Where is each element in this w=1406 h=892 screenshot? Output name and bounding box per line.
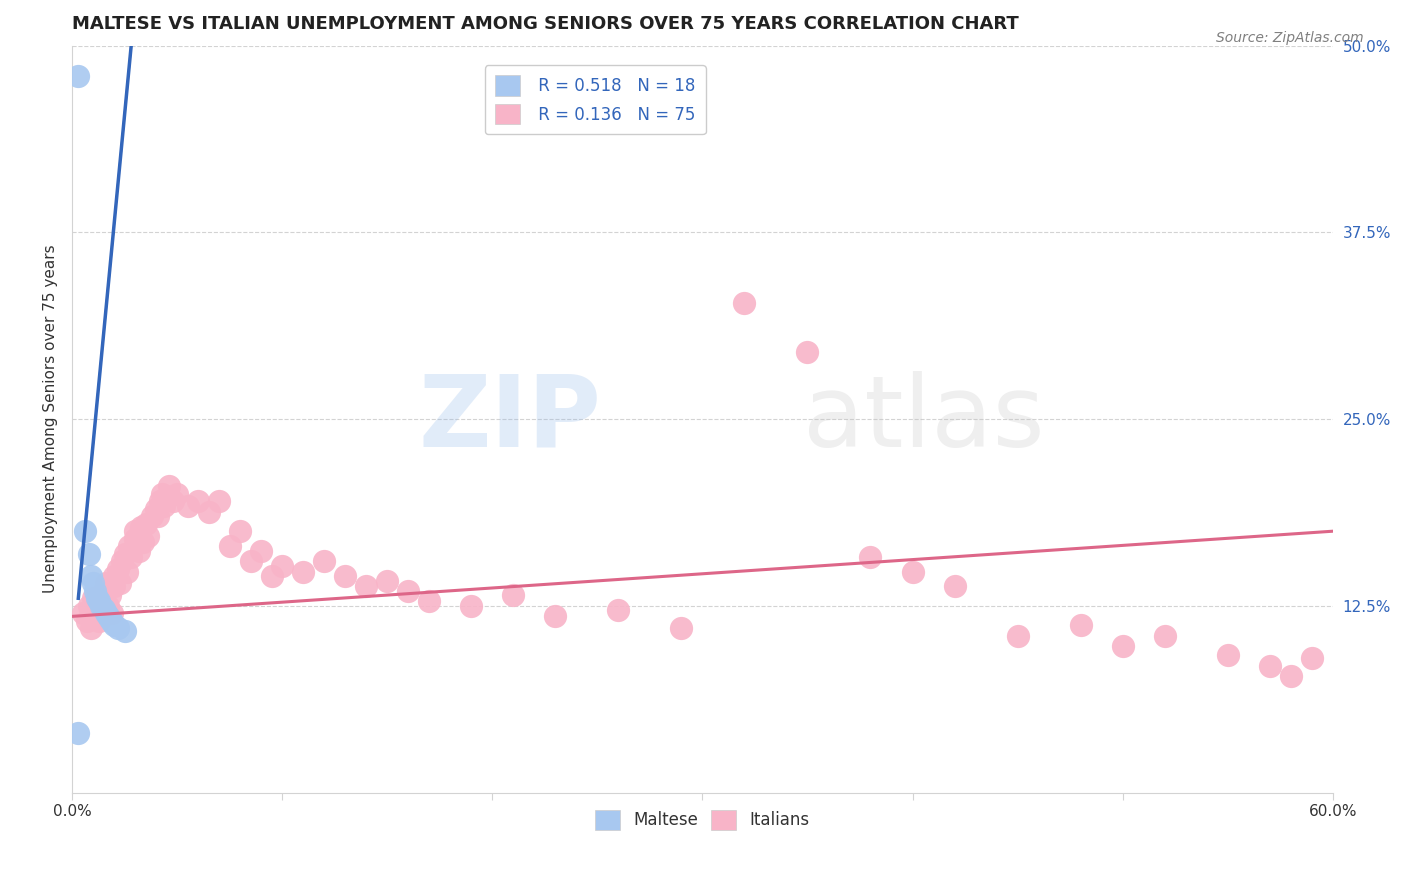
Point <box>1279 669 1302 683</box>
Point <box>128 543 150 558</box>
Point <box>859 549 882 564</box>
Point <box>93 584 115 599</box>
Point <box>260 569 283 583</box>
Point <box>1216 648 1239 663</box>
Point <box>153 499 176 513</box>
Point <box>80 569 103 583</box>
Point <box>544 609 567 624</box>
Point <box>110 576 132 591</box>
Point <box>145 501 167 516</box>
Point <box>1301 651 1323 665</box>
Point <box>82 591 104 606</box>
Point <box>94 576 117 591</box>
Point <box>90 594 112 608</box>
Point <box>101 607 124 621</box>
Point <box>1111 639 1133 653</box>
Point <box>77 547 100 561</box>
Point <box>118 539 141 553</box>
Point <box>150 487 173 501</box>
Point <box>73 524 96 539</box>
Point <box>671 621 693 635</box>
Point <box>107 621 129 635</box>
Point <box>98 612 121 626</box>
Point <box>229 524 252 539</box>
Point <box>901 565 924 579</box>
Point <box>107 561 129 575</box>
Point <box>86 591 108 606</box>
Point <box>733 295 755 310</box>
Y-axis label: Unemployment Among Seniors over 75 years: Unemployment Among Seniors over 75 years <box>44 244 58 593</box>
Point <box>796 345 818 359</box>
Point <box>335 569 357 583</box>
Point <box>103 579 125 593</box>
Point <box>208 494 231 508</box>
Point <box>136 529 159 543</box>
Point <box>114 624 136 639</box>
Point <box>89 594 111 608</box>
Point <box>176 499 198 513</box>
Point <box>76 614 98 628</box>
Point <box>141 509 163 524</box>
Point <box>502 589 524 603</box>
Point <box>111 554 134 568</box>
Point <box>124 524 146 539</box>
Point <box>1007 629 1029 643</box>
Point <box>354 579 377 593</box>
Point <box>375 574 398 588</box>
Point <box>89 614 111 628</box>
Point <box>86 603 108 617</box>
Text: Source: ZipAtlas.com: Source: ZipAtlas.com <box>1216 31 1364 45</box>
Point <box>155 490 177 504</box>
Point <box>418 594 440 608</box>
Point <box>166 487 188 501</box>
Point <box>103 618 125 632</box>
Point <box>149 494 172 508</box>
Point <box>943 579 966 593</box>
Point <box>135 516 157 531</box>
Point <box>84 609 107 624</box>
Point <box>146 509 169 524</box>
Point <box>98 589 121 603</box>
Point <box>396 584 419 599</box>
Point <box>460 599 482 613</box>
Point <box>120 549 142 564</box>
Point <box>314 554 336 568</box>
Point <box>271 558 294 573</box>
Point <box>90 599 112 613</box>
Point <box>1153 629 1175 643</box>
Point <box>67 69 90 83</box>
Point <box>1258 658 1281 673</box>
Legend: Maltese, Italians: Maltese, Italians <box>588 803 817 837</box>
Point <box>124 532 146 546</box>
Point <box>114 547 136 561</box>
Point <box>67 726 90 740</box>
Point <box>239 554 262 568</box>
Point <box>115 565 138 579</box>
Point <box>607 603 630 617</box>
Point <box>97 599 120 613</box>
Point <box>97 609 120 624</box>
Point <box>80 621 103 635</box>
Point <box>292 565 315 579</box>
Point <box>94 607 117 621</box>
Point <box>218 539 240 553</box>
Point <box>1070 618 1092 632</box>
Point <box>250 543 273 558</box>
Point <box>84 584 107 599</box>
Point <box>132 534 155 549</box>
Point <box>187 494 209 508</box>
Text: ZIP: ZIP <box>419 371 602 467</box>
Point <box>101 615 124 630</box>
Text: atlas: atlas <box>803 371 1045 467</box>
Point <box>131 520 153 534</box>
Point <box>157 479 180 493</box>
Point <box>82 576 104 591</box>
Text: MALTESE VS ITALIAN UNEMPLOYMENT AMONG SENIORS OVER 75 YEARS CORRELATION CHART: MALTESE VS ITALIAN UNEMPLOYMENT AMONG SE… <box>72 15 1019 33</box>
Point <box>197 505 219 519</box>
Point <box>103 569 125 583</box>
Point <box>77 599 100 613</box>
Point <box>162 494 184 508</box>
Point <box>72 607 94 621</box>
Point <box>93 602 115 616</box>
